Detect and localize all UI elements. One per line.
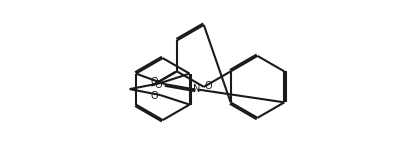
Text: O: O	[204, 80, 211, 90]
Text: O: O	[151, 77, 158, 87]
Text: O: O	[154, 80, 161, 90]
Text: O: O	[151, 91, 158, 101]
Text: N: N	[193, 84, 200, 94]
